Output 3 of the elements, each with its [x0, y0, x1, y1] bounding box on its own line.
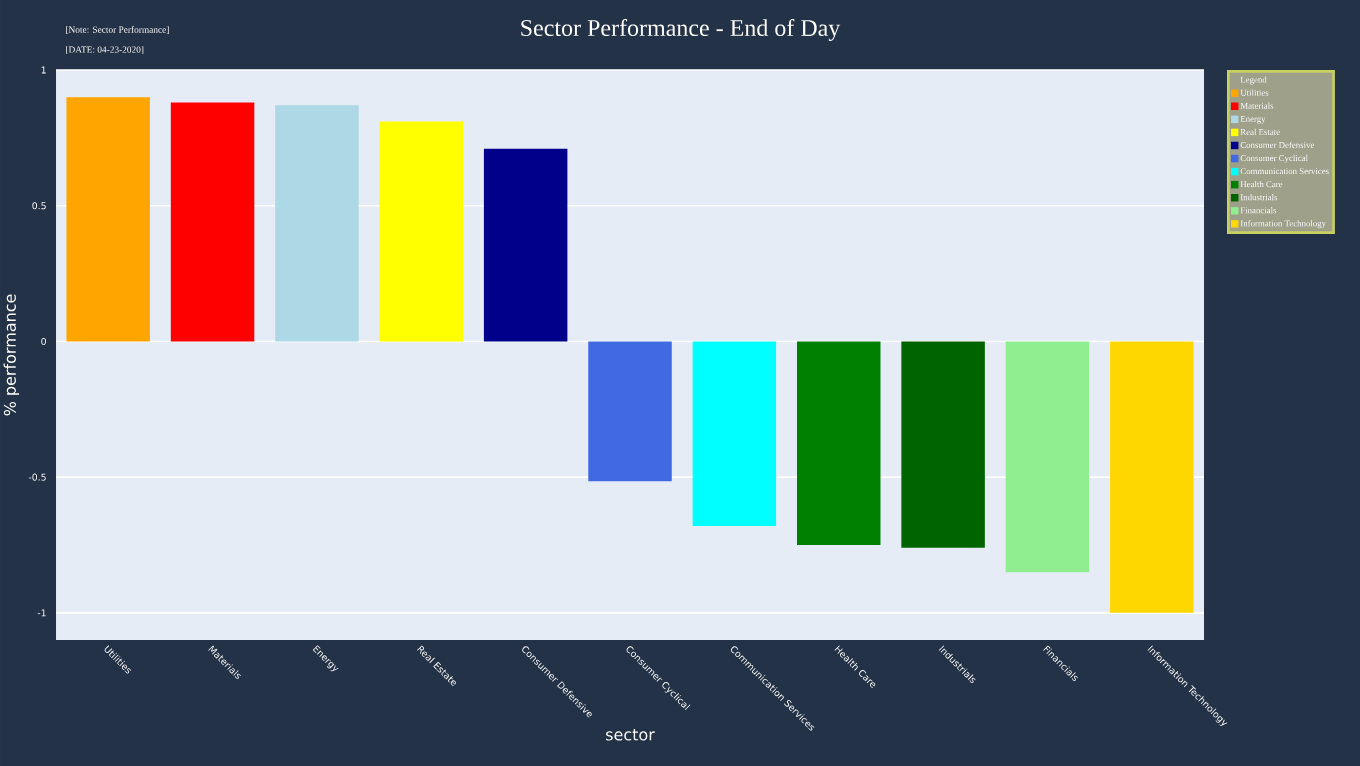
chart-title: Sector Performance - End of Day: [521, 18, 841, 42]
y-axis-title: % performance: [3, 294, 20, 416]
x-axis-title: sector: [606, 729, 655, 741]
